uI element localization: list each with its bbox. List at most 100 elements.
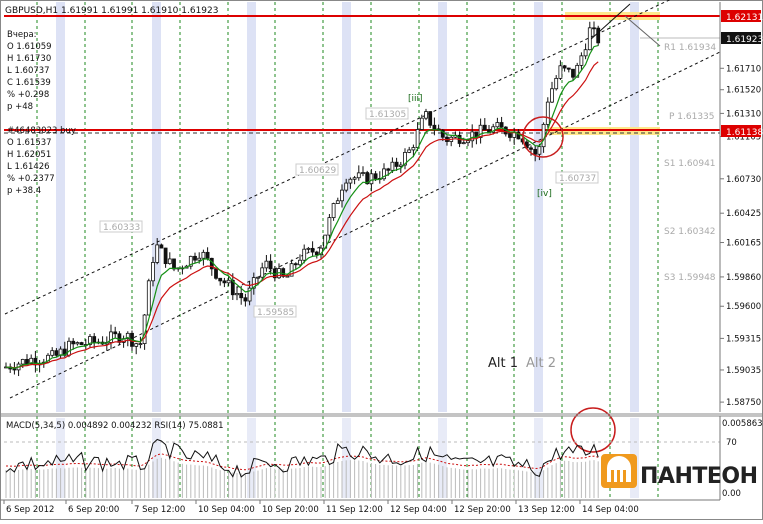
candle-body[interactable] — [466, 140, 470, 144]
candle-body[interactable] — [54, 350, 59, 356]
candle-body[interactable] — [566, 67, 571, 70]
candle-body[interactable] — [356, 172, 361, 179]
candle-body[interactable] — [251, 277, 256, 289]
candle-body[interactable] — [419, 117, 424, 130]
candle-body[interactable] — [592, 27, 596, 30]
candle-body[interactable] — [117, 333, 122, 343]
candle-body[interactable] — [67, 340, 71, 356]
candle-body[interactable] — [218, 277, 223, 282]
candle-body[interactable] — [264, 260, 269, 269]
candle-body[interactable] — [403, 151, 407, 166]
candle-body[interactable] — [369, 173, 374, 185]
candle-body[interactable] — [172, 258, 176, 270]
candle-body[interactable] — [365, 172, 370, 185]
candle-body[interactable] — [340, 189, 344, 202]
candle-body[interactable] — [571, 68, 575, 78]
candle-body[interactable] — [134, 343, 139, 347]
candle-body[interactable] — [205, 251, 210, 259]
trend-line-grey[interactable] — [624, 15, 661, 47]
candle-body[interactable] — [344, 182, 349, 191]
candle-body[interactable] — [361, 172, 365, 174]
candle-body[interactable] — [151, 262, 155, 282]
candle-body[interactable] — [470, 131, 475, 142]
candle-body[interactable] — [310, 247, 315, 253]
candle-body[interactable] — [583, 49, 588, 57]
candle-body[interactable] — [554, 77, 559, 90]
candle-body[interactable] — [558, 65, 563, 79]
candle-body[interactable] — [516, 131, 521, 140]
candle-body[interactable] — [281, 268, 286, 277]
candle-body[interactable] — [25, 358, 29, 365]
candle-body[interactable] — [256, 276, 260, 279]
candle-body[interactable] — [461, 142, 466, 145]
candle-body[interactable] — [306, 247, 311, 250]
candle-body[interactable] — [197, 257, 202, 261]
candle-body[interactable] — [352, 177, 357, 180]
candle-body[interactable] — [50, 350, 55, 356]
candle-body[interactable] — [562, 65, 567, 69]
candle-body[interactable] — [285, 275, 290, 278]
candle-body[interactable] — [247, 287, 252, 302]
candle-body[interactable] — [188, 255, 193, 267]
candle-body[interactable] — [327, 217, 332, 236]
candle-body[interactable] — [243, 297, 248, 302]
candle-body[interactable] — [79, 342, 84, 346]
candle-body[interactable] — [20, 358, 25, 365]
candle-body[interactable] — [529, 147, 533, 150]
candle-body[interactable] — [348, 178, 353, 184]
candle-body[interactable] — [398, 164, 403, 167]
candle-body[interactable] — [167, 258, 172, 265]
candle-body[interactable] — [335, 200, 340, 204]
candle-body[interactable] — [92, 336, 97, 343]
candle-body[interactable] — [268, 260, 273, 270]
candle-body[interactable] — [394, 161, 399, 167]
candle-body[interactable] — [302, 248, 307, 261]
candle-body[interactable] — [29, 357, 34, 365]
candle-body[interactable] — [235, 293, 239, 296]
candle-body[interactable] — [12, 368, 17, 371]
candle-body[interactable] — [260, 267, 265, 278]
candle-body[interactable] — [407, 149, 412, 153]
candle-body[interactable] — [478, 124, 483, 138]
candle-body[interactable] — [545, 101, 550, 125]
candle-body[interactable] — [499, 122, 504, 128]
candle-body[interactable] — [138, 343, 143, 346]
candle-body[interactable] — [289, 263, 294, 277]
candle-body[interactable] — [146, 280, 151, 316]
candle-body[interactable] — [88, 336, 92, 345]
candle-body[interactable] — [125, 332, 130, 340]
candle-body[interactable] — [239, 293, 244, 299]
candle-body[interactable] — [230, 279, 235, 296]
candle-body[interactable] — [163, 247, 168, 265]
candle-body[interactable] — [390, 161, 395, 171]
candle-body[interactable] — [155, 244, 160, 263]
candle-body[interactable] — [314, 251, 319, 256]
candle-body[interactable] — [109, 331, 113, 343]
candle-body[interactable] — [508, 133, 512, 138]
candle-body[interactable] — [201, 251, 206, 259]
candle-body[interactable] — [579, 55, 584, 66]
candle-body[interactable] — [113, 331, 118, 335]
candle-body[interactable] — [432, 124, 437, 130]
candle-body[interactable] — [193, 255, 197, 261]
candle-body[interactable] — [159, 244, 164, 249]
candle-body[interactable] — [226, 279, 231, 284]
candle-body[interactable] — [550, 88, 554, 103]
candle-body[interactable] — [214, 268, 218, 279]
candle-body[interactable] — [222, 280, 227, 284]
candle-body[interactable] — [331, 203, 336, 219]
candle-body[interactable] — [495, 122, 500, 128]
candle-body[interactable] — [428, 111, 433, 126]
candle-body[interactable] — [587, 27, 592, 51]
candle-body[interactable] — [596, 27, 601, 44]
candle-body[interactable] — [386, 168, 391, 171]
candle-body[interactable] — [575, 64, 580, 78]
candle-body[interactable] — [71, 340, 76, 345]
candle-body[interactable] — [533, 148, 538, 155]
candle-body[interactable] — [482, 124, 487, 131]
candle-body[interactable] — [415, 129, 420, 148]
candle-body[interactable] — [373, 173, 378, 179]
candle-body[interactable] — [537, 146, 542, 155]
candle-body[interactable] — [440, 129, 445, 138]
